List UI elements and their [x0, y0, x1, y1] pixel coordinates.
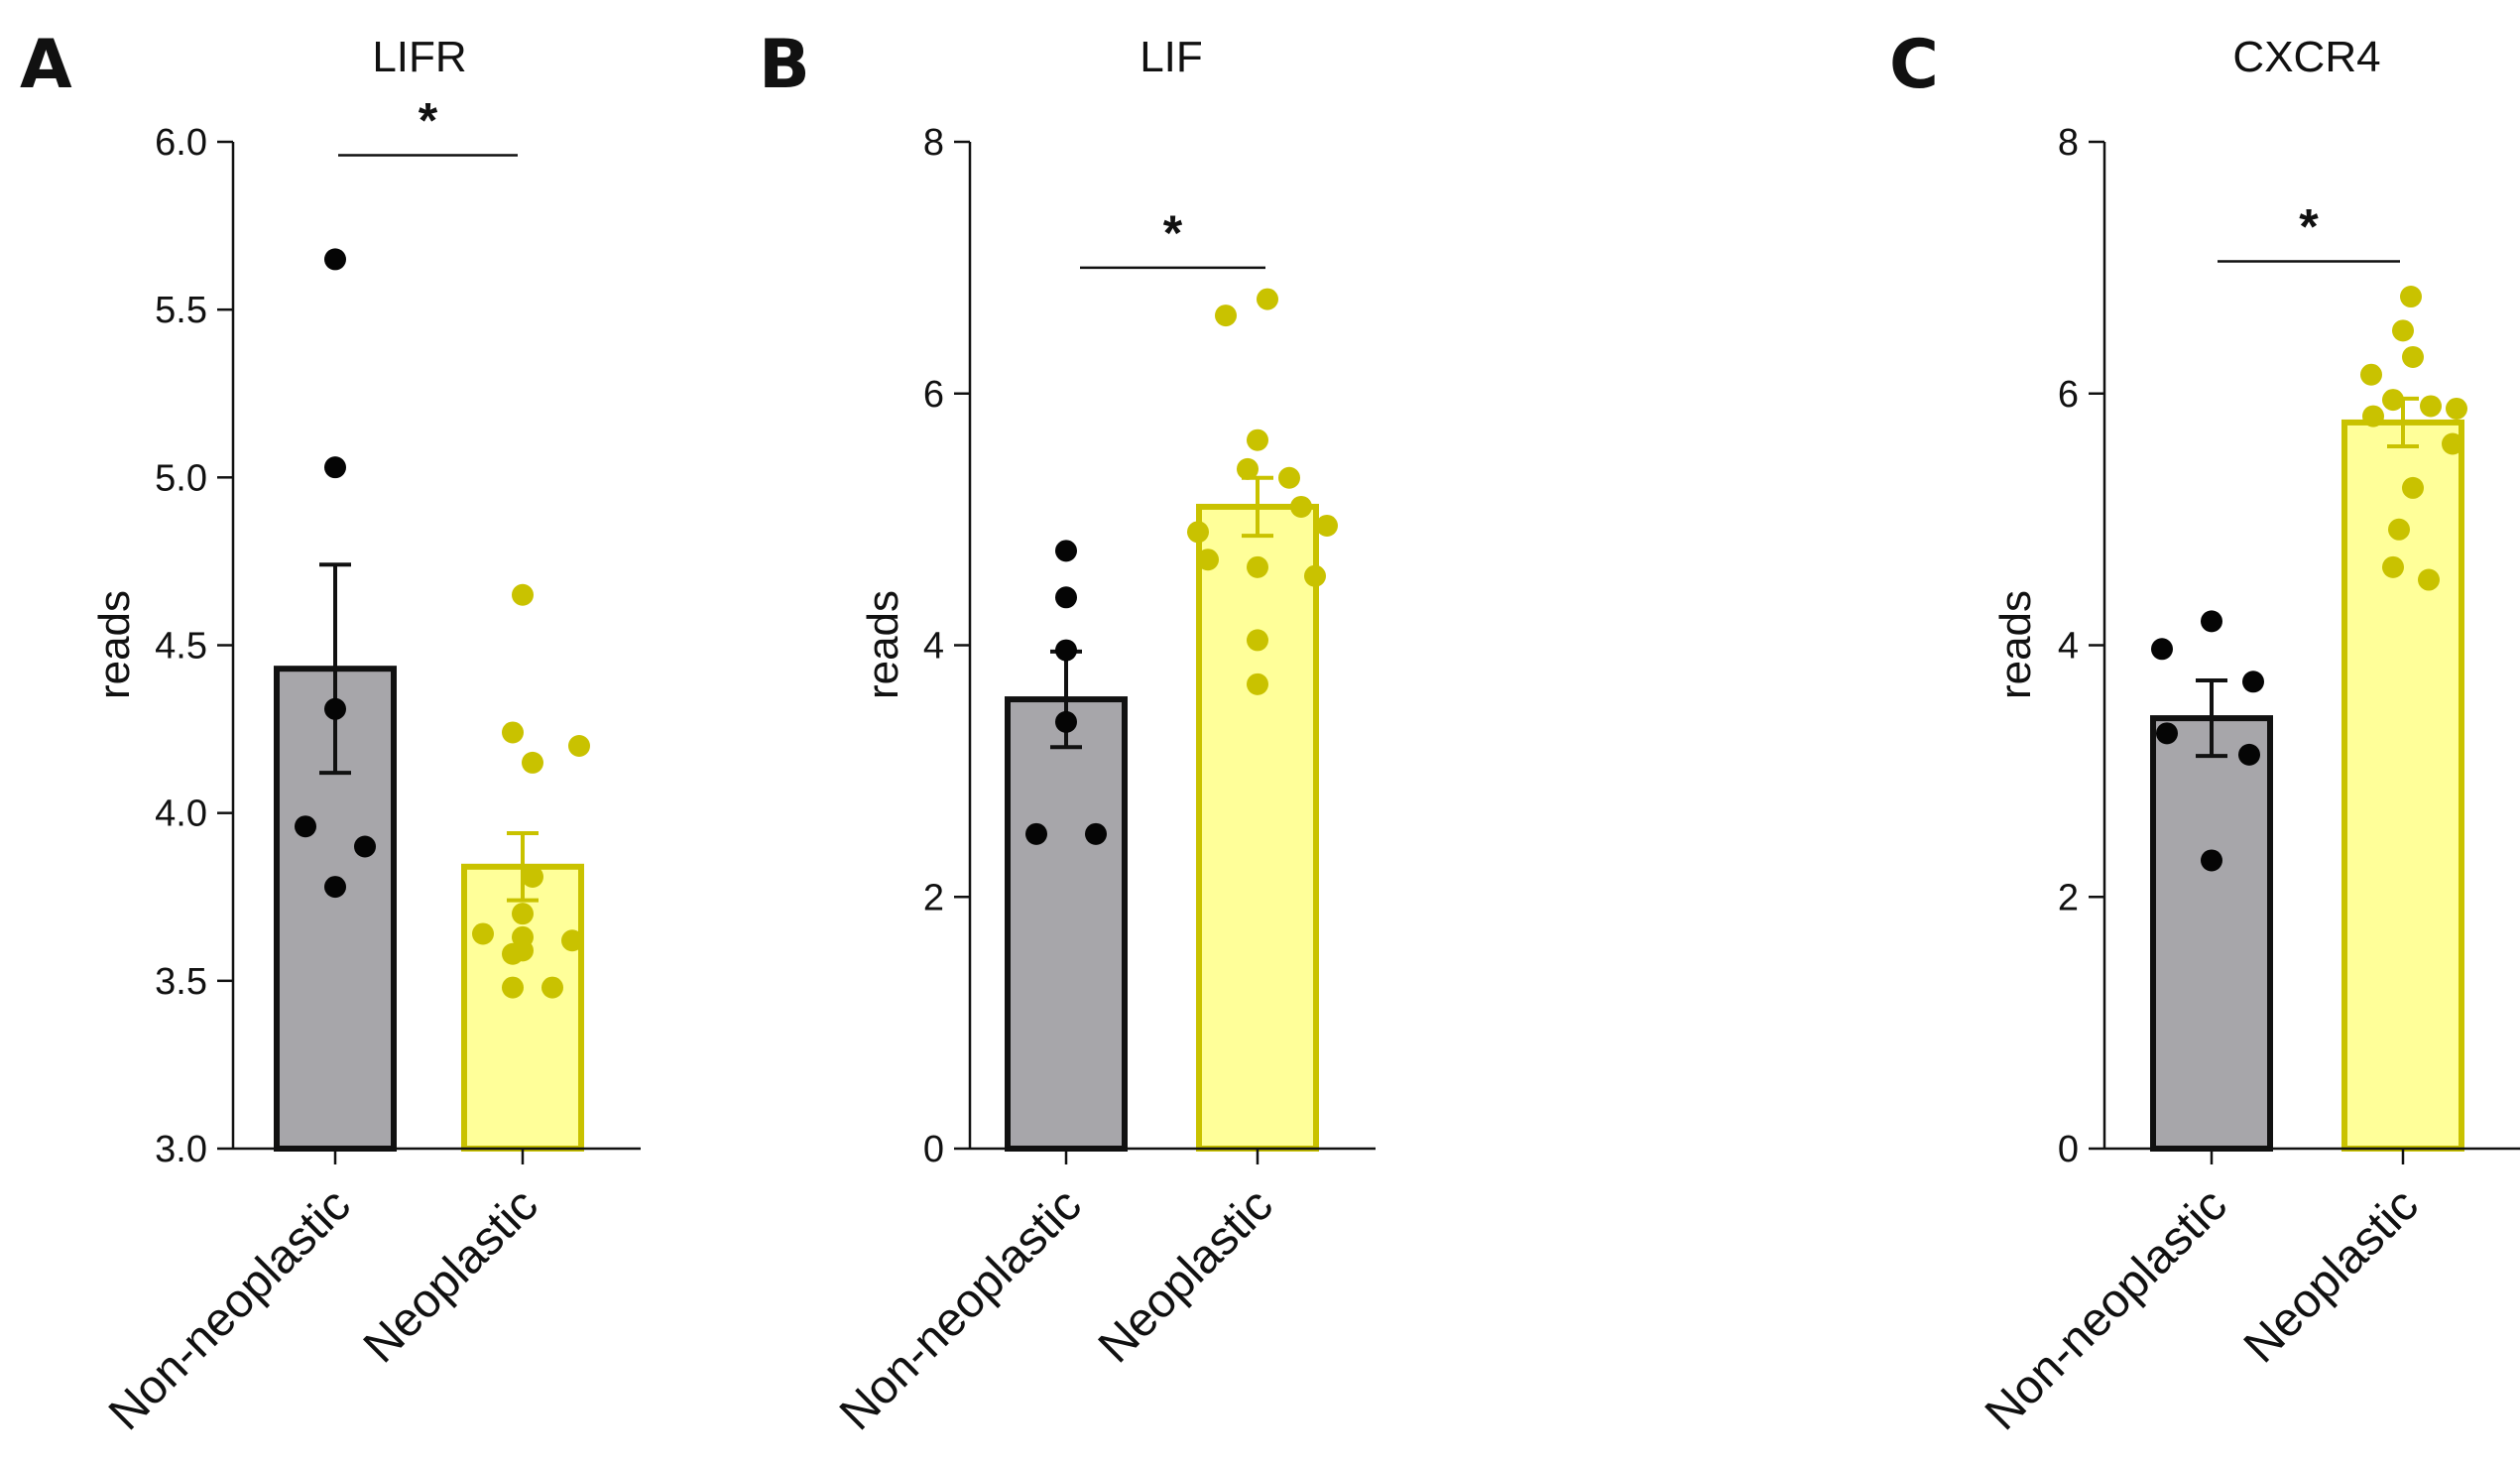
x-category-label: Neoplastic: [354, 1178, 548, 1373]
x-category-label: Non-neoplastic: [830, 1178, 1092, 1440]
bar-neoplastic: [1196, 503, 1319, 1152]
data-point-neoplastic: [1278, 466, 1300, 489]
data-point-non-neoplastic: [295, 815, 316, 838]
y-tick-label: 6: [2058, 374, 2079, 416]
panel-title: CXCR4: [2232, 33, 2380, 81]
data-point-non-neoplastic: [1025, 822, 1047, 845]
data-point-neoplastic: [1187, 521, 1209, 544]
y-tick-label: 4: [2058, 626, 2079, 668]
data-point-neoplastic: [1290, 495, 1312, 518]
y-tick-label: 0: [923, 1129, 944, 1170]
data-point-non-neoplastic: [2242, 671, 2264, 693]
bar-non-neoplastic: [2150, 715, 2273, 1153]
significance-label: *: [1163, 205, 1183, 261]
x-category-label: Neoplastic: [1089, 1178, 1283, 1373]
data-point-neoplastic: [1215, 305, 1237, 327]
y-tick-label: 5.5: [155, 290, 207, 331]
data-point-neoplastic: [1316, 514, 1338, 537]
panel-title: LIFR: [372, 33, 466, 81]
data-point-non-neoplastic: [2156, 722, 2178, 745]
data-point-non-neoplastic: [1055, 586, 1077, 609]
data-point-neoplastic: [2400, 286, 2422, 308]
data-point-neoplastic: [2362, 405, 2384, 428]
data-point-non-neoplastic: [2238, 743, 2260, 766]
data-point-non-neoplastic: [1055, 540, 1077, 562]
data-point-neoplastic: [522, 751, 543, 774]
data-point-neoplastic: [561, 929, 583, 952]
y-tick-label: 4: [923, 626, 944, 668]
data-point-neoplastic: [2402, 345, 2424, 368]
data-point-non-neoplastic: [2201, 849, 2222, 872]
data-point-neoplastic: [1247, 555, 1268, 578]
data-point-neoplastic: [1257, 288, 1278, 310]
data-point-neoplastic: [1247, 672, 1268, 695]
data-point-neoplastic: [541, 976, 563, 999]
data-point-non-neoplastic: [354, 835, 376, 858]
data-point-neoplastic: [2446, 397, 2467, 420]
panel-letter: B: [759, 26, 810, 104]
significance-label: *: [419, 93, 438, 149]
y-tick-label: 6.0: [155, 122, 207, 164]
data-point-neoplastic: [522, 865, 543, 888]
data-point-neoplastic: [568, 735, 590, 757]
chart-panel-a: A LIFR reads 3.0 3.5 4.0 4.5 5.0 5.5 6.0 Non-neopl…: [20, 26, 641, 1440]
data-point-neoplastic: [2382, 389, 2404, 412]
y-tick-label: 5.0: [155, 457, 207, 499]
data-point-neoplastic: [2442, 432, 2463, 455]
data-point-non-neoplastic: [324, 248, 346, 271]
y-axis-label: reads: [859, 590, 907, 699]
y-axis-label: reads: [90, 590, 139, 699]
data-point-neoplastic: [1304, 564, 1326, 587]
y-tick-label: 8: [2058, 122, 2079, 164]
data-point-neoplastic: [1197, 549, 1219, 571]
x-category-label: Non-neoplastic: [99, 1178, 361, 1440]
y-tick-label: 8: [923, 122, 944, 164]
y-tick-label: 4.5: [155, 626, 207, 668]
data-point-non-neoplastic: [2201, 610, 2222, 633]
data-point-non-neoplastic: [324, 876, 346, 899]
x-category-label: Non-neoplastic: [1976, 1178, 2237, 1440]
significance-label: *: [2299, 199, 2319, 255]
y-tick-label: 0: [2058, 1129, 2079, 1170]
data-point-neoplastic: [1247, 428, 1268, 451]
data-point-neoplastic: [2402, 476, 2424, 499]
y-tick-label: 4.0: [155, 794, 207, 835]
data-point-neoplastic: [1247, 629, 1268, 652]
x-category-label: Neoplastic: [2234, 1178, 2429, 1373]
data-point-neoplastic: [2392, 319, 2414, 342]
data-point-neoplastic: [2360, 363, 2382, 386]
data-point-neoplastic: [502, 976, 524, 999]
panel-letter: C: [1889, 26, 1939, 104]
data-point-neoplastic: [502, 721, 524, 744]
data-point-neoplastic: [2388, 518, 2410, 541]
panel-letter: A: [20, 26, 72, 104]
y-axis-label: reads: [1991, 590, 2040, 699]
y-tick-label: 6: [923, 374, 944, 416]
y-tick-label: 3.0: [155, 1129, 207, 1170]
data-point-non-neoplastic: [1055, 710, 1077, 733]
data-point-non-neoplastic: [1055, 639, 1077, 662]
y-tick-label: 2: [923, 877, 944, 918]
data-point-neoplastic: [2382, 555, 2404, 578]
data-point-neoplastic: [512, 903, 534, 925]
data-point-non-neoplastic: [1085, 822, 1107, 845]
data-point-non-neoplastic: [324, 697, 346, 720]
data-point-non-neoplastic: [2151, 638, 2173, 661]
data-point-neoplastic: [472, 922, 494, 945]
chart-panel-c: C CXCR4 reads 0 2 4 6 8 Non-neoplasticNeoplastic…: [1889, 26, 2520, 1440]
y-tick-label: 3.5: [155, 961, 207, 1003]
data-point-neoplastic: [2418, 568, 2440, 591]
data-point-neoplastic: [512, 939, 534, 962]
data-point-neoplastic: [512, 583, 534, 606]
bar-non-neoplastic: [1005, 696, 1128, 1153]
panel-title: LIF: [1140, 33, 1203, 81]
bar-neoplastic: [2341, 419, 2464, 1152]
data-point-neoplastic: [2420, 395, 2442, 418]
y-tick-label: 2: [2058, 877, 2079, 918]
data-point-non-neoplastic: [324, 456, 346, 479]
data-point-neoplastic: [1237, 457, 1259, 480]
